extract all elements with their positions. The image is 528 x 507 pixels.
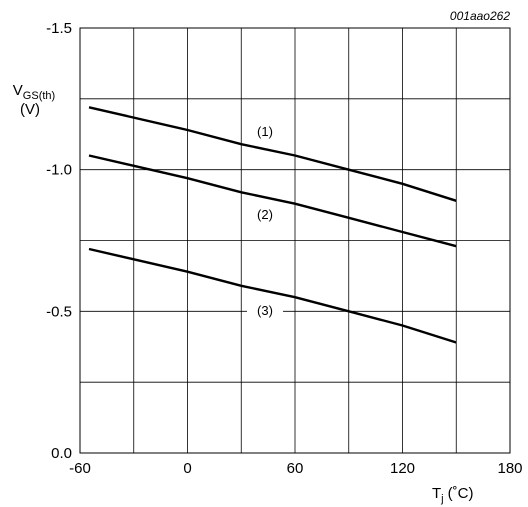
x-tick-label: 0: [183, 460, 191, 477]
x-tick-label: -60: [69, 460, 91, 477]
x-axis-title-main: T: [432, 485, 441, 502]
x-axis-title-unit: (˚C): [448, 485, 474, 502]
series-label-2: (2): [257, 207, 273, 222]
plot-frame: [79, 27, 511, 454]
series-label-background: [247, 303, 283, 319]
y-tick-label: -1.5: [46, 20, 72, 37]
x-axis-title-sub: j: [440, 493, 443, 505]
figure-id: 001aao262: [450, 9, 510, 23]
y-tick-label: -0.5: [46, 303, 72, 320]
y-tick-label: -1.0: [46, 162, 72, 179]
series-label-3: (3): [257, 303, 273, 318]
grid: [80, 28, 510, 453]
tick-labels: -60 0 60 120 180 0.0 -0.5 -1.0 -1.5: [46, 20, 522, 477]
x-tick-label: 180: [497, 460, 522, 477]
svg-text:VGS(th): VGS(th): [13, 82, 55, 102]
y-axis-title-sub: GS(th): [23, 90, 55, 102]
svg-text:Tj(˚C): Tj (˚C): [432, 485, 473, 505]
y-axis-title: VGS(th) (V): [13, 82, 55, 118]
y-axis-title-unit: (V): [20, 101, 40, 118]
x-tick-label: 120: [390, 460, 415, 477]
series-line-1: [88, 106, 457, 202]
series-layer: (1) (2) (3): [88, 106, 457, 344]
series-line-3: [88, 247, 457, 344]
series-label-1: (1): [257, 124, 273, 139]
y-tick-label: 0.0: [51, 445, 72, 462]
x-tick-label: 60: [287, 460, 304, 477]
x-axis-title: Tj (˚C): [432, 485, 473, 505]
series-line-2: [88, 154, 457, 248]
y-axis-title-main: V: [13, 82, 23, 99]
